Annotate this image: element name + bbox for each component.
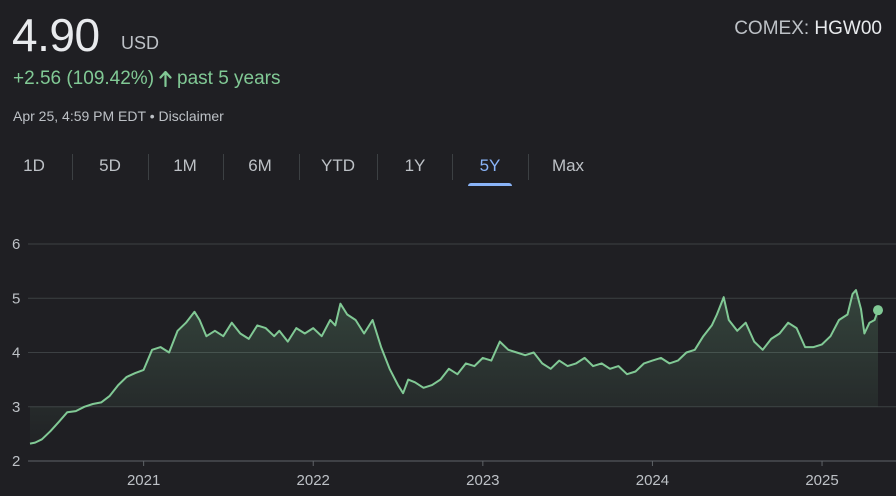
price-area (30, 290, 878, 444)
y-tick-label: 4 (12, 345, 20, 362)
tab-divider (377, 154, 378, 180)
tab-divider (72, 154, 73, 180)
last-price-marker (873, 305, 883, 316)
tab-1y[interactable]: 1Y (404, 156, 426, 175)
x-tick-label: 2021 (127, 472, 160, 489)
quote-timestamp: Apr 25, 4:59 PM EDT • Disclaimer (13, 108, 224, 124)
arrow-up-icon (159, 71, 172, 87)
tab-5y[interactable]: 5Y (468, 150, 512, 186)
x-tick-label: 2023 (466, 472, 499, 489)
change-value: +2.56 (109.42%) (13, 68, 155, 89)
y-tick-label: 5 (12, 290, 20, 307)
y-tick-label: 2 (12, 453, 20, 470)
tab-divider (528, 154, 529, 180)
tab-6m[interactable]: 6M (248, 156, 272, 175)
current-price: 4.90 (12, 9, 100, 61)
time-range-tabs: 1D 5D 1M 6M YTD 1Y 5Y Max (0, 150, 620, 190)
y-tick-label: 6 (12, 236, 20, 253)
price-change: +2.56 (109.42%) past 5 years (13, 68, 281, 90)
x-tick-label: 2022 (297, 472, 330, 489)
tab-max[interactable]: Max (551, 156, 585, 175)
tab-divider (148, 154, 149, 180)
exchange-label: COMEX: (734, 18, 815, 39)
tab-ytd[interactable]: YTD (321, 156, 355, 175)
x-tick-label: 2025 (805, 472, 838, 489)
price-line (29, 289, 879, 445)
x-tick-label: 2024 (636, 472, 669, 489)
change-period: past 5 years (177, 68, 281, 89)
tab-divider (299, 154, 300, 180)
currency-label: USD (121, 33, 160, 53)
tab-1m[interactable]: 1M (173, 156, 197, 175)
exchange-ticker: COMEX: HGW00 (734, 18, 882, 40)
price-chart[interactable]: 2 3 4 5 6 2021 2022 2023 2024 2025 (0, 225, 896, 496)
tab-divider (452, 154, 453, 180)
ticker-symbol: HGW00 (814, 18, 882, 39)
y-tick-label: 3 (12, 399, 20, 416)
tab-divider (223, 154, 224, 180)
tab-1d[interactable]: 1D (23, 156, 45, 175)
tab-5d[interactable]: 5D (99, 156, 121, 175)
